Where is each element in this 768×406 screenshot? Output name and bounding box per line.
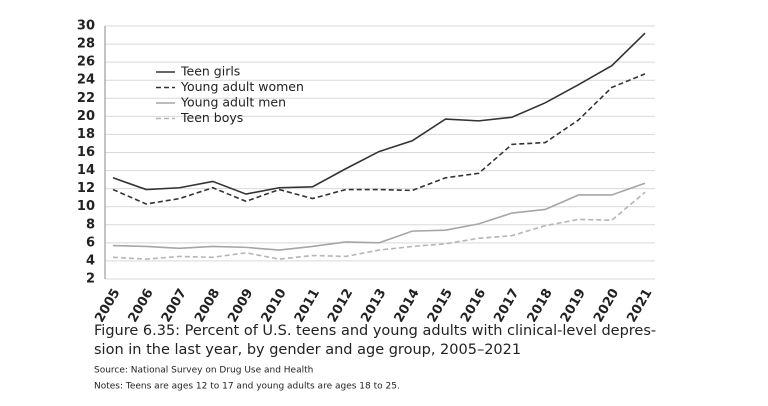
- legend-label: Young adult women: [180, 79, 304, 94]
- y-tick-label: 24: [77, 73, 95, 88]
- x-tick-label: 2005: [92, 286, 123, 325]
- y-tick-label: 14: [77, 163, 95, 178]
- x-tick-label: 2006: [126, 286, 157, 325]
- series-line: [112, 182, 646, 251]
- x-tick-label: 2010: [259, 286, 290, 325]
- series-line: [112, 32, 646, 195]
- x-tick-label: 2018: [525, 286, 556, 325]
- legend-label: Teen boys: [180, 110, 243, 125]
- x-tick-label: 2008: [192, 286, 223, 325]
- caption-line: sion in the last year, by gender and age…: [94, 342, 521, 358]
- y-tick-label: 30: [77, 19, 95, 34]
- x-tick-label: 2014: [392, 286, 423, 325]
- x-tick-label: 2007: [159, 286, 190, 325]
- series-line: [112, 191, 646, 260]
- notes: Notes: Teens are ages 12 to 17 and young…: [94, 382, 400, 392]
- y-tick-label: 6: [86, 235, 95, 250]
- x-tick-label: 2015: [425, 286, 456, 325]
- source: Source: National Survey on Drug Use and …: [94, 366, 313, 376]
- y-tick-label: 10: [77, 199, 95, 214]
- y-tick-label: 18: [77, 127, 95, 142]
- x-tick-label: 2011: [292, 286, 323, 325]
- y-tick-label: 8: [86, 217, 95, 232]
- x-tick-label: 2019: [558, 286, 589, 325]
- y-tick-label: 26: [77, 55, 95, 70]
- x-tick-label: 2016: [458, 286, 489, 325]
- legend-label: Young adult men: [180, 95, 286, 110]
- y-tick-label: 16: [77, 145, 95, 160]
- caption-line: Figure 6.35: Percent of U.S. teens and y…: [94, 323, 656, 339]
- x-tick-label: 2012: [325, 286, 356, 325]
- x-tick-label: 2013: [358, 286, 389, 325]
- y-tick-label: 2: [86, 272, 95, 287]
- y-tick-label: 12: [77, 181, 95, 196]
- x-tick-label: 2021: [624, 286, 655, 325]
- y-tick-label: 22: [77, 91, 95, 106]
- y-tick-label: 4: [86, 253, 95, 268]
- x-tick-label: 2009: [225, 286, 256, 325]
- y-tick-label: 28: [77, 37, 95, 52]
- x-tick-label: 2017: [491, 286, 522, 325]
- x-tick-label: 2020: [591, 286, 622, 325]
- y-tick-label: 20: [77, 109, 95, 124]
- legend-label: Teen girls: [180, 64, 240, 79]
